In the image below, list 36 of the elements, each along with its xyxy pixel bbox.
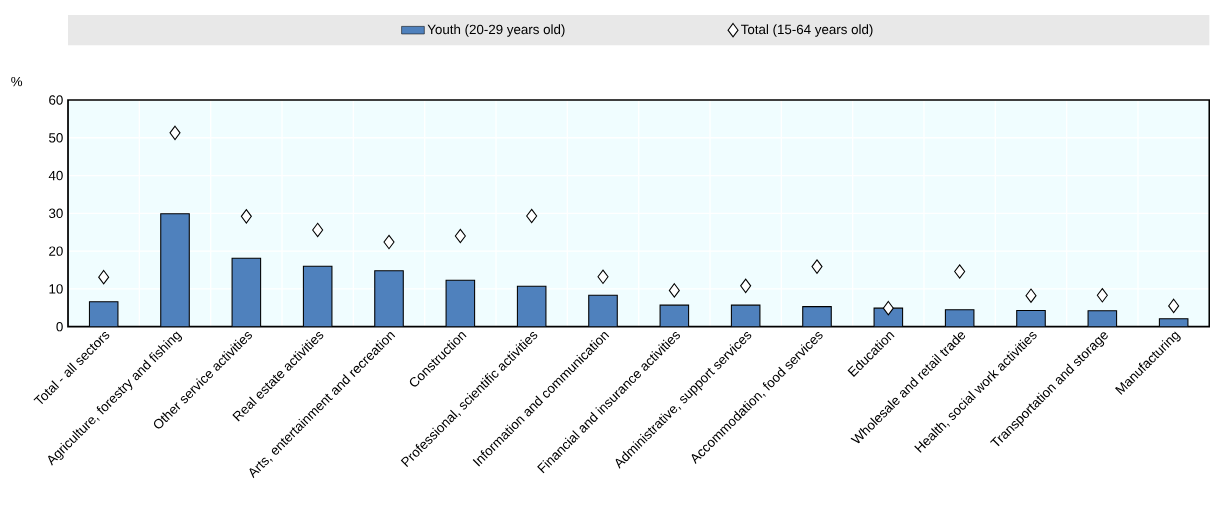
y-tick-label: 50	[49, 133, 63, 143]
bar	[445, 279, 476, 327]
bar	[516, 285, 547, 327]
point	[526, 208, 538, 224]
point	[169, 125, 181, 141]
y-tick-label: 40	[48, 170, 63, 181]
point	[98, 269, 110, 285]
point	[668, 283, 680, 298]
bar	[88, 301, 119, 327]
bar	[802, 306, 832, 327]
bar	[588, 294, 618, 327]
bar	[160, 213, 190, 327]
point	[811, 259, 823, 274]
point	[597, 269, 609, 284]
y-axis-title: %	[11, 76, 23, 87]
bar	[302, 265, 333, 327]
point	[383, 234, 395, 250]
y-tick-label: 30	[48, 208, 63, 219]
point	[1025, 288, 1037, 303]
bar	[374, 270, 404, 327]
point	[312, 222, 324, 238]
point	[740, 278, 752, 294]
bar	[231, 257, 262, 327]
y-tick-label: 20	[49, 246, 63, 256]
y-tick-label: 10	[49, 284, 63, 294]
point	[240, 209, 252, 224]
point	[1168, 298, 1180, 314]
point	[1096, 288, 1108, 303]
y-tick-label: 0	[56, 321, 63, 332]
point	[954, 264, 966, 279]
bar	[1016, 309, 1046, 327]
legend-label: Youth (20-29 years old)	[427, 24, 565, 37]
point	[882, 300, 894, 316]
y-tick-label: 60	[49, 95, 63, 105]
legend-label: Total (15-64 years old)	[741, 24, 873, 37]
point	[454, 228, 466, 244]
